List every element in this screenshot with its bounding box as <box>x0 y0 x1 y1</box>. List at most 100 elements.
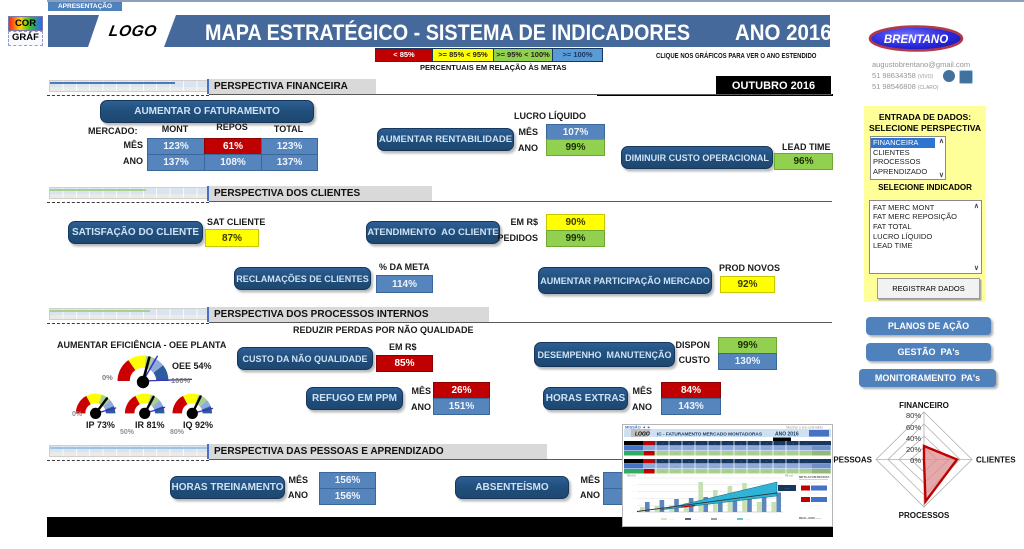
svg-text:LOGO: LOGO <box>635 432 650 438</box>
svg-text:···: ··· <box>779 443 782 446</box>
svg-text:·····: ····· <box>719 518 724 522</box>
svg-text:··: ·· <box>717 514 719 517</box>
svg-text:···: ··· <box>740 443 743 446</box>
svg-text:····: ···· <box>752 448 756 451</box>
svg-text:····: ···· <box>700 448 704 451</box>
svg-text:···: ··· <box>633 484 636 487</box>
svg-text:····: ···· <box>700 471 704 474</box>
svg-text:····: ···· <box>661 466 665 469</box>
svg-text:····: ···· <box>687 453 691 456</box>
svg-text:META ACUM.RECEITA: META ACUM.RECEITA <box>799 475 830 479</box>
svg-text:···: ··· <box>727 443 730 446</box>
svg-text:····: ···· <box>739 453 743 456</box>
svg-text:····: ···· <box>726 466 730 469</box>
svg-text:····: ···· <box>674 471 678 474</box>
svg-text:20%: 20% <box>906 445 921 454</box>
svg-text:····: ···· <box>687 448 691 451</box>
svg-text:··: ·· <box>703 514 705 517</box>
svg-text:·····: ····· <box>693 518 698 522</box>
svg-text:···: ··· <box>675 443 678 446</box>
svg-text:··: ·· <box>746 514 748 517</box>
svg-text:····: ···· <box>765 453 769 456</box>
svg-text:·····: ····· <box>745 518 750 522</box>
svg-text:····: ···· <box>726 471 730 474</box>
svg-text:·· ···· ···· ··: ·· ···· ···· ·· <box>806 480 820 484</box>
svg-text:····: ···· <box>687 466 691 469</box>
svg-text:·····: ····· <box>669 518 674 522</box>
svg-text:····: ···· <box>674 448 678 451</box>
svg-text:····: ···· <box>778 466 782 469</box>
svg-text:BRENTANO: BRENTANO <box>884 34 948 46</box>
svg-text:···: ··· <box>792 461 795 464</box>
svg-text:REAL·ANO ······: REAL·ANO ······ <box>799 516 822 520</box>
svg-text:···: ··· <box>633 491 636 494</box>
svg-text:MISSÃO ◄ ►: MISSÃO ◄ ► <box>625 425 651 430</box>
svg-text:··: ·· <box>732 514 734 517</box>
svg-text:···: ··· <box>633 504 636 507</box>
svg-text:IC - FATURAMENTO MERCADO MONTA: IC - FATURAMENTO MERCADO MONTADORAS <box>657 432 762 437</box>
svg-text:··· ··· ·· ···: ··· ··· ·· ··· <box>808 503 821 507</box>
svg-text:··: ·· <box>776 514 778 517</box>
svg-text:··: ·· <box>659 514 661 517</box>
svg-text:0%: 0% <box>910 456 921 465</box>
svg-text:····: ···· <box>687 471 691 474</box>
svg-text:···: ··· <box>792 443 795 446</box>
svg-text:REAIS: REAIS <box>627 474 636 478</box>
svg-text:····: ···· <box>765 471 769 474</box>
svg-text:PROCESSOS: PROCESSOS <box>899 511 950 520</box>
svg-text:···: ··· <box>662 461 665 464</box>
svg-text:···: ··· <box>688 443 691 446</box>
svg-text:····: ···· <box>765 466 769 469</box>
svg-text:···: ··· <box>633 511 636 514</box>
svg-text:····: ···· <box>752 466 756 469</box>
svg-text:····: ···· <box>726 448 730 451</box>
svg-text:80%: 80% <box>906 411 921 420</box>
svg-text:····: ···· <box>661 448 665 451</box>
svg-text:·····: ····· <box>785 487 790 491</box>
svg-text:···: ··· <box>740 461 743 464</box>
svg-text:····: ···· <box>700 466 704 469</box>
svg-text:···: ··· <box>701 443 704 446</box>
svg-text:··: ·· <box>644 514 646 517</box>
svg-text:60%: 60% <box>906 423 921 432</box>
svg-text:····: ···· <box>778 471 782 474</box>
svg-text:···: ··· <box>701 461 704 464</box>
svg-text:···: ··· <box>766 461 769 464</box>
svg-text:FINANCEIRO: FINANCEIRO <box>899 401 949 410</box>
svg-text:····: ···· <box>752 471 756 474</box>
svg-text:···: ··· <box>753 461 756 464</box>
svg-text:CLIENTES: CLIENTES <box>976 456 1016 465</box>
svg-text:····: ···· <box>674 453 678 456</box>
svg-text:ANO 2016: ANO 2016 <box>775 432 799 438</box>
svg-text:···: ··· <box>805 443 808 446</box>
svg-text:··: ·· <box>673 514 675 517</box>
svg-text:···: ··· <box>633 497 636 500</box>
svg-text:···: ··· <box>727 461 730 464</box>
svg-text:···: ··· <box>753 443 756 446</box>
svg-text:····: ···· <box>713 448 717 451</box>
svg-text:··: ·· <box>761 514 763 517</box>
svg-text:····: ···· <box>713 466 717 469</box>
svg-text:···: ··· <box>714 461 717 464</box>
svg-text:····: ···· <box>778 453 782 456</box>
svg-text:···: ··· <box>766 443 769 446</box>
svg-text:···: ··· <box>662 443 665 446</box>
svg-text:····: ···· <box>713 453 717 456</box>
svg-text:····: ···· <box>739 471 743 474</box>
svg-text:PESSOAS: PESSOAS <box>833 456 872 465</box>
svg-text:····: ···· <box>739 466 743 469</box>
svg-text:···: ··· <box>688 461 691 464</box>
svg-text:··: ·· <box>688 514 690 517</box>
svg-text:····: ···· <box>739 448 743 451</box>
svg-text:····: ···· <box>726 453 730 456</box>
svg-text:···: ··· <box>675 461 678 464</box>
svg-text:····: ···· <box>765 448 769 451</box>
svg-text:····: ···· <box>661 453 665 456</box>
svg-text:R$ mil: R$ mil <box>785 474 793 478</box>
svg-text:····: ···· <box>674 466 678 469</box>
svg-text:····: ···· <box>661 471 665 474</box>
svg-text:····: ···· <box>752 453 756 456</box>
svg-text:···: ··· <box>633 477 636 480</box>
svg-text:···: ··· <box>805 461 808 464</box>
svg-text:···: ··· <box>714 443 717 446</box>
